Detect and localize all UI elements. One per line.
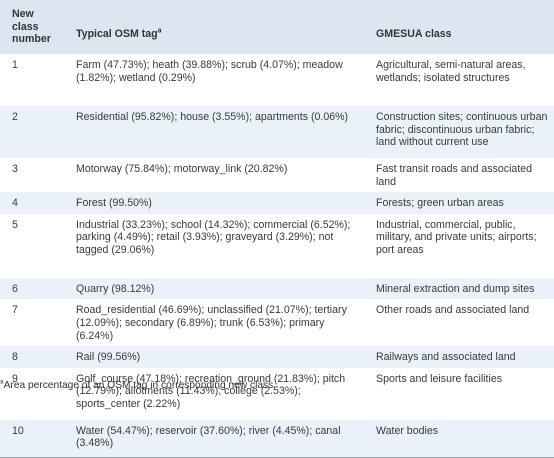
- cell-osm-tags: Farm (47.73%); heath (39.88%); scrub (4.…: [76, 59, 343, 84]
- table-row: 5 Industrial (33.23%); school (14.32%); c…: [0, 214, 554, 278]
- table-row: 6 Quarry (98.12%) Mineral extraction and d…: [0, 277, 554, 300]
- cell-gmesua-class: Water bodies: [376, 424, 439, 437]
- cell-gmesua-class: Agricultural, semi-natural areas, wetlan…: [376, 59, 526, 84]
- table-footnote: aArea percentage of an OSM tag in corres…: [0, 379, 554, 392]
- cell-class-number: 7: [12, 304, 18, 317]
- header-typical-osm-tag: Typical OSM taga: [64, 0, 364, 54]
- cell-osm-tags: Residential (95.82%); house (3.55%); apa…: [76, 111, 349, 123]
- cell-class-number: 5: [12, 218, 18, 231]
- cell-osm-tags: Water (54.47%); reservoir (37.60%); rive…: [76, 424, 341, 450]
- cell-class-number: 9: [12, 372, 18, 385]
- cell-osm-tags: Golf_course (47.18%); recreation_ground …: [76, 372, 346, 410]
- cell-class-number: 2: [12, 111, 18, 123]
- cell-class-number: 10: [12, 424, 24, 437]
- header-col1-line1: New class: [12, 8, 39, 33]
- cell-class-number: 8: [12, 351, 18, 364]
- header-gmesua-class: GMESUA class: [364, 0, 554, 54]
- cell-class-number: 1: [12, 59, 18, 71]
- table-row: 1 Farm (47.73%); heath (39.88%); scrub (4…: [0, 54, 554, 106]
- footnote-marker: a: [0, 378, 4, 386]
- cell-gmesua-class: Forests; green urban areas: [376, 197, 504, 210]
- header-new-class-number: New class number: [0, 0, 64, 54]
- table-row: 4 Forest (99.50%) Forests; green urban are…: [0, 192, 554, 214]
- cell-osm-tags: Quarry (98.12%): [76, 282, 155, 295]
- cell-osm-tags: Rail (99.56%): [76, 351, 141, 364]
- header-col1-line2: number: [12, 33, 51, 46]
- cell-gmesua-class: Mineral extraction and dump sites: [376, 282, 535, 295]
- footnote-text: Area percentage of an OSM tag in corresp…: [3, 380, 277, 391]
- cell-gmesua-class: Construction sites; continuous urban fab…: [376, 111, 548, 149]
- table-body: 1 Farm (47.73%); heath (39.88%); scrub (4…: [0, 54, 554, 458]
- table-header-row: New class number Typical OSM taga GMESUA…: [0, 0, 554, 54]
- table-row: 7 Road_residential (46.69%); unclassified…: [0, 299, 554, 346]
- cell-gmesua-class: Sports and leisure facilities: [376, 372, 503, 385]
- cell-class-number: 3: [12, 163, 18, 175]
- table-row: 2 Residential (95.82%); house (3.55%); ap…: [0, 106, 554, 158]
- table-row: 3 Motorway (75.84%); motorway_link (20.82…: [0, 158, 554, 192]
- cell-class-number: 6: [12, 282, 18, 295]
- header-col3-label: GMESUA class: [376, 27, 452, 40]
- cell-class-number: 4: [12, 197, 18, 210]
- cell-osm-tags: Road_residential (46.69%); unclassified …: [76, 304, 347, 342]
- cell-gmesua-class: Railways and associated land: [376, 351, 516, 364]
- header-col2-footnote-marker: a: [157, 27, 162, 35]
- table-row: 10 Water (54.47%); reservoir (37.60%); ri…: [0, 419, 554, 458]
- cell-gmesua-class: Fast transit roads and associated land: [376, 163, 533, 188]
- cell-osm-tags: Motorway (75.84%); motorway_link (20.82%…: [76, 163, 288, 175]
- cell-osm-tags: Industrial (33.23%); school (14.32%); co…: [76, 218, 351, 256]
- table-row: 9 Golf_course (47.18%); recreation_ground…: [0, 368, 554, 420]
- header-col2-label: Typical OSM tag: [76, 27, 158, 40]
- cell-gmesua-class: Industrial, commercial, public, military…: [376, 218, 537, 256]
- cell-osm-tags: Forest (99.50%): [76, 197, 152, 210]
- cell-gmesua-class: Other roads and associated land: [376, 304, 530, 317]
- table-row: 8 Rail (99.56%) Railways and associated la…: [0, 346, 554, 368]
